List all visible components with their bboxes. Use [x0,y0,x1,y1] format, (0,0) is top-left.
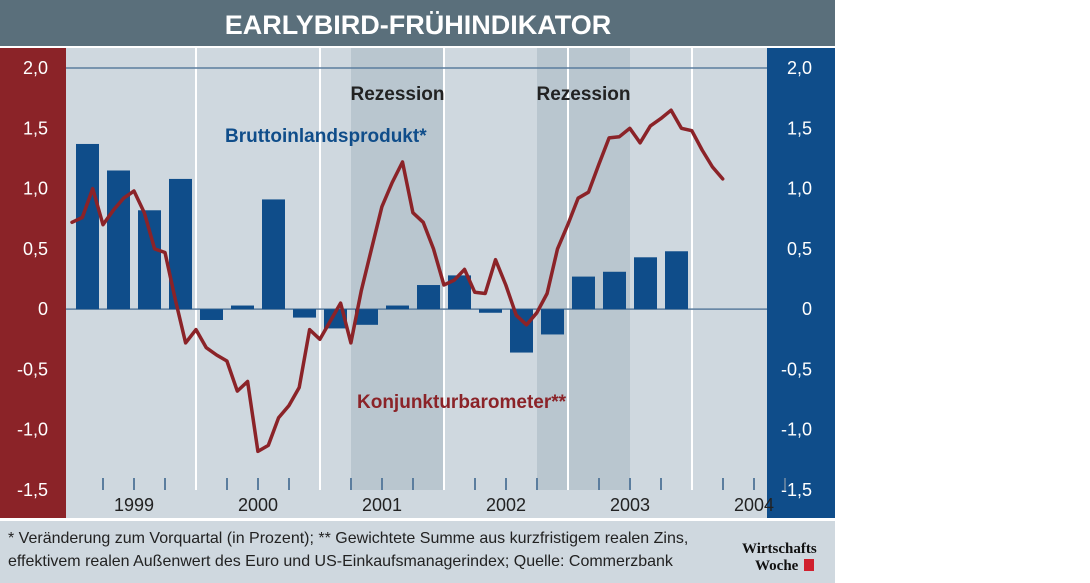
gdp-bar [293,309,316,318]
gdp-bar [417,285,440,310]
gdp-bar [138,210,161,310]
quarter-ticks [102,478,786,490]
footnote-line-1: * Veränderung zum Vorquartal (in Prozent… [8,530,688,547]
footnote-line-2: effektivem realen Außenwert des Euro und… [8,553,674,570]
gdp-bar [200,309,223,320]
gdp-bar [479,309,502,313]
gdp-bar [262,199,285,310]
left-axis-ticks: 2,0 1,5 1,0 0,5 0 -0,5 -1,0 -1,5 [17,58,48,500]
right-axis-tick-label: 0 [802,299,812,319]
right-axis-tick-label: 1,0 [787,179,812,199]
right-axis-tick-label: -0,5 [781,359,812,379]
gdp-series-label: Bruttoinlandsprodukt* [225,126,427,147]
gdp-bar [572,276,595,310]
right-axis-band [767,48,835,518]
year-tick-label: 1999 [114,495,154,515]
left-axis-tick-label: 0,5 [23,239,48,259]
year-tick-label: 2004 [734,495,774,515]
recession-labels: Rezession Rezession [351,84,631,105]
right-axis-tick-label: 0,5 [787,239,812,259]
right-axis-tick-label: 2,0 [787,58,812,78]
recession-label: Rezession [351,84,445,105]
gdp-bar [541,309,564,335]
gdp-bar [665,251,688,310]
recession-band [537,48,630,490]
gdp-bars [76,143,688,353]
year-tick-label: 2001 [362,495,402,515]
recession-label: Rezession [537,84,631,105]
left-axis-tick-label: -0,5 [17,359,48,379]
right-axis-tick-label: 1,5 [787,118,812,138]
header-bar [0,0,835,46]
left-axis-tick-label: 1,0 [23,179,48,199]
left-axis-band [0,48,66,518]
gdp-bar [231,305,254,310]
gdp-bar [448,275,471,310]
gdp-bar [107,170,130,310]
wirtschaftswoche-logo: Wirtschafts Woche [742,541,817,574]
left-axis-tick-label: 0 [38,299,48,319]
gdp-bar [634,257,657,310]
logo-line-1: Wirtschafts [742,541,817,557]
gdp-bar [355,309,378,325]
logo-red-square [804,559,814,571]
barometer-line [70,108,725,454]
left-axis-tick-label: 1,5 [23,118,48,138]
barometer-series-label: Konjunkturbarometer** [357,392,567,413]
barometer-line-layer [70,108,725,454]
gdp-bar [510,309,533,353]
year-labels: 1999 2000 2001 2002 2003 2004 [114,495,774,515]
year-tick-label: 2002 [486,495,526,515]
left-axis-tick-label: -1,5 [17,480,48,500]
chart-title: EARLYBIRD-FRÜHINDIKATOR [225,10,612,40]
year-strip [66,490,767,518]
gdp-bar [603,271,626,310]
gdp-bar [76,143,99,310]
right-axis-ticks: 2,0 1,5 1,0 0,5 0 -0,5 -1,0 -1,5 [781,58,812,500]
footer-bar [0,521,835,583]
logo-line-2: Woche [755,558,799,574]
left-axis-tick-label: -1,0 [17,420,48,440]
left-axis-tick-label: 2,0 [23,58,48,78]
right-axis-tick-label: -1,5 [781,480,812,500]
right-axis-tick-label: -1,0 [781,420,812,440]
gdp-bar [386,305,409,310]
year-tick-label: 2003 [610,495,650,515]
gdp-bar [169,178,192,310]
year-tick-label: 2000 [238,495,278,515]
